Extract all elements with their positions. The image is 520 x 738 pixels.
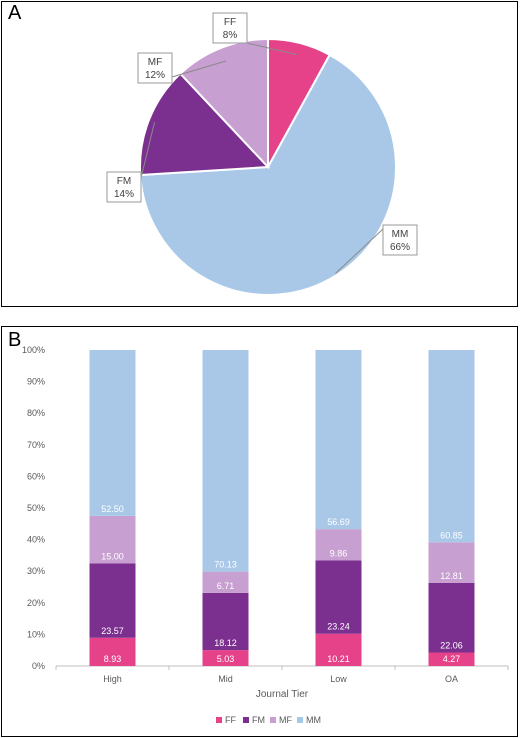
data-label: 4.27 — [443, 654, 461, 664]
pie-label-percent: 14% — [114, 189, 134, 200]
bar-segment-mm — [202, 350, 249, 572]
y-tick-label: 50% — [27, 503, 45, 513]
panel-a-label: A — [8, 2, 22, 24]
legend-label-fm: FM — [252, 715, 265, 725]
data-label: 22.06 — [440, 641, 463, 651]
legend-label-mf: MF — [279, 715, 292, 725]
legend-swatch-mm — [297, 717, 303, 723]
legend: FF FM MF MM — [216, 715, 321, 725]
x-tick-label: Low — [330, 674, 347, 684]
pie-callout-ff: FF 8% — [212, 12, 297, 56]
data-label: 6.71 — [217, 581, 235, 591]
data-label: 23.24 — [327, 622, 350, 632]
pie-callout-mf: MF 12% — [137, 52, 227, 84]
y-tick-label: 60% — [27, 471, 45, 481]
pie-label-box — [212, 12, 248, 44]
data-label: 12.81 — [440, 571, 463, 581]
bar-segment-mf — [202, 571, 249, 593]
pie-label-box — [137, 52, 173, 84]
y-tick-label: 0% — [32, 661, 45, 671]
bar-segment-fm — [89, 563, 136, 638]
y-tick-label: 100% — [22, 345, 45, 355]
x-tick-label: OA — [445, 674, 458, 684]
pie-label-box — [382, 224, 418, 256]
bar-segment-ff — [315, 633, 362, 666]
bar-segment-mf — [89, 515, 136, 564]
panel-b-label: B — [8, 329, 22, 351]
legend-swatch-mf — [270, 717, 276, 723]
data-label: 70.13 — [214, 560, 237, 570]
data-label: 9.86 — [330, 548, 348, 558]
data-label: 23.57 — [101, 626, 124, 636]
pie-label-percent: 66% — [390, 242, 410, 253]
y-tick-label: 90% — [27, 377, 45, 387]
pie-leader-line — [171, 60, 227, 78]
x-tick-label: High — [103, 674, 122, 684]
bar-segment-fm — [315, 560, 362, 634]
pie-label-name: MF — [148, 57, 162, 68]
data-label: 60.85 — [440, 530, 463, 540]
bar-segment-mf — [315, 529, 362, 561]
bar-segment-mm — [315, 350, 362, 530]
data-label: 15.00 — [101, 551, 124, 561]
x-axis-title: Journal Tier — [256, 689, 309, 700]
y-tick-label: 70% — [27, 440, 45, 450]
data-label: 56.69 — [327, 517, 350, 527]
bar-segment-ff — [89, 637, 136, 666]
bar-segment-fm — [428, 582, 475, 653]
pie-label-percent: 8% — [223, 30, 238, 41]
y-tick-label: 40% — [27, 535, 45, 545]
y-tick-label: 30% — [27, 566, 45, 576]
pie-label-box — [106, 171, 142, 203]
bar-segment-ff — [202, 650, 249, 666]
data-label: 10.21 — [327, 654, 350, 664]
data-label: 8.93 — [104, 654, 122, 664]
pie-callout-mm: MM 66% — [335, 224, 418, 274]
pie-slice-mm — [139, 53, 397, 296]
y-tick-label: 10% — [27, 629, 45, 639]
bar-segment-mm — [428, 350, 475, 543]
pie-callout-fm: FM 14% — [106, 121, 156, 203]
bar-segment-mf — [428, 542, 475, 583]
legend-label-mm: MM — [306, 715, 321, 725]
pie-label-percent: 12% — [145, 70, 165, 81]
pie-label-name: FM — [117, 176, 131, 187]
stacked-bar-chart: 0% 10% 20% 30% 40% 50% 60% 70% 80% 90% 100% 8.93 23.… — [22, 345, 509, 725]
y-tick-label: 80% — [27, 408, 45, 418]
legend-label-ff: FF — [225, 715, 236, 725]
data-label: 5.03 — [217, 654, 235, 664]
data-label: 18.12 — [214, 638, 237, 648]
pie-leader-line — [246, 42, 297, 56]
legend-swatch-fm — [243, 717, 249, 723]
pie-chart: FF 8% MM 66% FM 14% MF 12% — [106, 12, 418, 296]
bar-segment-fm — [202, 592, 249, 651]
y-tick-label: 20% — [27, 598, 45, 608]
pie-label-name: FF — [224, 17, 236, 28]
pie-label-name: MM — [392, 229, 409, 240]
pie-leader-line — [140, 121, 156, 179]
bar-segment-mm — [89, 350, 136, 516]
legend-swatch-ff — [216, 717, 222, 723]
pie-slice-mf — [178, 37, 269, 170]
bar-segment-ff — [428, 652, 475, 666]
pie-leader-line — [335, 228, 384, 274]
x-tick-label: Mid — [218, 674, 233, 684]
data-label: 52.50 — [101, 504, 124, 514]
pie-slice-fm — [139, 72, 271, 177]
